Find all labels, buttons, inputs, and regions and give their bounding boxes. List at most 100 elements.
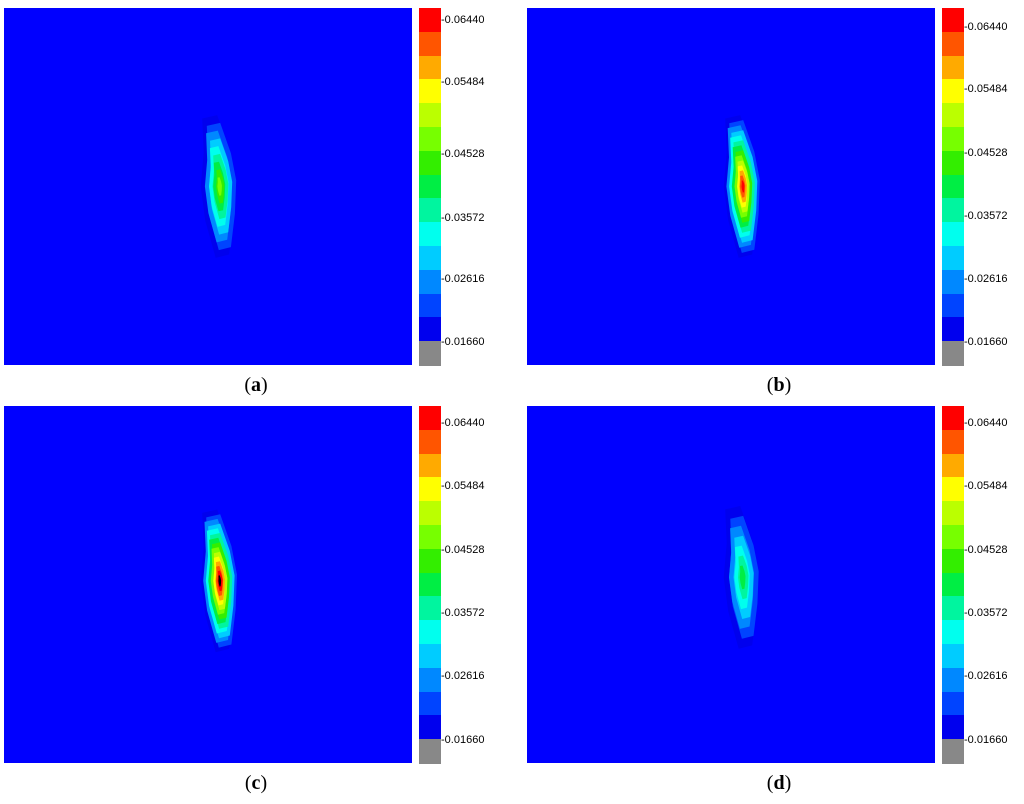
colorbar-tick: 0.02616 xyxy=(964,670,1008,682)
colorbar-level xyxy=(942,174,964,200)
colorbar-level xyxy=(419,269,441,295)
colorbar-level xyxy=(419,620,441,645)
colorbar-tick: 0.05484 xyxy=(964,83,1008,95)
colorbar-level xyxy=(419,341,441,366)
contour-level xyxy=(739,565,746,590)
colorbar-level xyxy=(942,644,964,669)
contour-plot xyxy=(527,406,935,763)
colorbar-level xyxy=(942,246,964,271)
colorbar-level xyxy=(942,501,964,526)
colorbar xyxy=(942,8,964,366)
contour-level xyxy=(217,177,222,196)
colorbar-level xyxy=(942,667,964,693)
colorbar-level xyxy=(942,739,964,764)
colorbar-level xyxy=(419,150,441,176)
colorbar-level xyxy=(942,317,964,342)
colorbar-level xyxy=(419,198,441,223)
colorbar-level xyxy=(419,596,441,621)
colorbar-level xyxy=(942,429,964,455)
contour-level xyxy=(741,180,745,193)
colorbar-tick: 0.06440 xyxy=(441,14,485,26)
colorbar-level xyxy=(419,644,441,669)
colorbar-level xyxy=(419,246,441,271)
colorbar-level xyxy=(942,715,964,740)
colorbar-level xyxy=(942,525,964,550)
panel-d: 0.06440 0.05484 0.04528 0.03572 0.02616 … xyxy=(523,398,1024,800)
panel-b: 0.06440 0.05484 0.04528 0.03572 0.02616 … xyxy=(523,0,1024,402)
colorbar-level xyxy=(942,103,964,128)
colorbar-level xyxy=(942,406,964,431)
colorbar-tick: 0.01660 xyxy=(441,734,485,746)
colorbar-level xyxy=(419,55,441,81)
colorbar-level xyxy=(942,127,964,152)
contour-plot xyxy=(4,8,412,365)
colorbar-level xyxy=(942,453,964,479)
colorbar-level xyxy=(419,667,441,693)
colorbar-tick: 0.06440 xyxy=(964,417,1008,429)
colorbar-tick: 0.01660 xyxy=(441,336,485,348)
colorbar-level xyxy=(419,501,441,526)
colorbar-level xyxy=(942,55,964,81)
colorbar-tick: 0.02616 xyxy=(441,273,485,285)
colorbar-level xyxy=(419,103,441,128)
colorbar-level xyxy=(942,293,964,319)
colorbar-level xyxy=(942,79,964,104)
colorbar-level xyxy=(419,127,441,152)
colorbar-level xyxy=(419,406,441,431)
colorbar-tick: 0.04528 xyxy=(964,147,1008,159)
colorbar-level xyxy=(419,477,441,502)
colorbar xyxy=(942,406,964,764)
panel-c: 0.06440 0.05484 0.04528 0.03572 0.02616 … xyxy=(0,398,512,800)
colorbar-level xyxy=(942,691,964,717)
colorbar-tick: 0.03572 xyxy=(964,607,1008,619)
colorbar-level xyxy=(419,453,441,479)
colorbar-level xyxy=(419,222,441,247)
contour-level xyxy=(218,575,222,587)
colorbar-level xyxy=(419,572,441,598)
colorbar-level xyxy=(419,317,441,342)
colorbar-tick: 0.05484 xyxy=(964,480,1008,492)
colorbar-tick: 0.06440 xyxy=(441,417,485,429)
colorbar-level xyxy=(942,596,964,621)
colorbar-level xyxy=(942,620,964,645)
colorbar-level xyxy=(419,548,441,574)
colorbar-level xyxy=(419,715,441,740)
colorbar-level xyxy=(942,572,964,598)
colorbar-level xyxy=(942,150,964,176)
colorbar-tick: 0.03572 xyxy=(441,212,485,224)
colorbar-tick: 0.06440 xyxy=(964,21,1008,33)
contour-plot xyxy=(527,8,935,365)
colorbar-level xyxy=(419,31,441,57)
colorbar-level xyxy=(419,8,441,33)
colorbar-level xyxy=(419,525,441,550)
colorbar-tick: 0.03572 xyxy=(441,607,485,619)
colorbar-level xyxy=(942,477,964,502)
colorbar-tick: 0.04528 xyxy=(441,544,485,556)
colorbar-tick: 0.04528 xyxy=(441,148,485,160)
colorbar-level xyxy=(419,293,441,319)
colorbar-tick: 0.01660 xyxy=(964,734,1008,746)
colorbar-level xyxy=(942,548,964,574)
colorbar-tick: 0.05484 xyxy=(441,76,485,88)
panel-caption: (c) xyxy=(244,772,268,794)
contour-plot xyxy=(4,406,412,763)
colorbar-tick: 0.01660 xyxy=(964,336,1008,348)
colorbar-level xyxy=(419,739,441,764)
colorbar-level xyxy=(942,222,964,247)
colorbar-tick: 0.04528 xyxy=(964,544,1008,556)
colorbar-tick: 0.02616 xyxy=(441,670,485,682)
colorbar-level xyxy=(419,79,441,104)
colorbar-level xyxy=(942,31,964,57)
colorbar-tick: 0.03572 xyxy=(964,210,1008,222)
colorbar xyxy=(419,8,441,366)
panel-caption: (d) xyxy=(766,772,792,794)
colorbar-level xyxy=(942,269,964,295)
colorbar-tick: 0.05484 xyxy=(441,480,485,492)
colorbar-level xyxy=(942,198,964,223)
panel-a: 0.06440 0.05484 0.04528 0.03572 0.02616 … xyxy=(0,0,512,402)
colorbar-level xyxy=(419,691,441,717)
panel-caption: (b) xyxy=(766,374,792,396)
colorbar-level xyxy=(419,429,441,455)
colorbar-level xyxy=(942,8,964,33)
colorbar xyxy=(419,406,441,764)
